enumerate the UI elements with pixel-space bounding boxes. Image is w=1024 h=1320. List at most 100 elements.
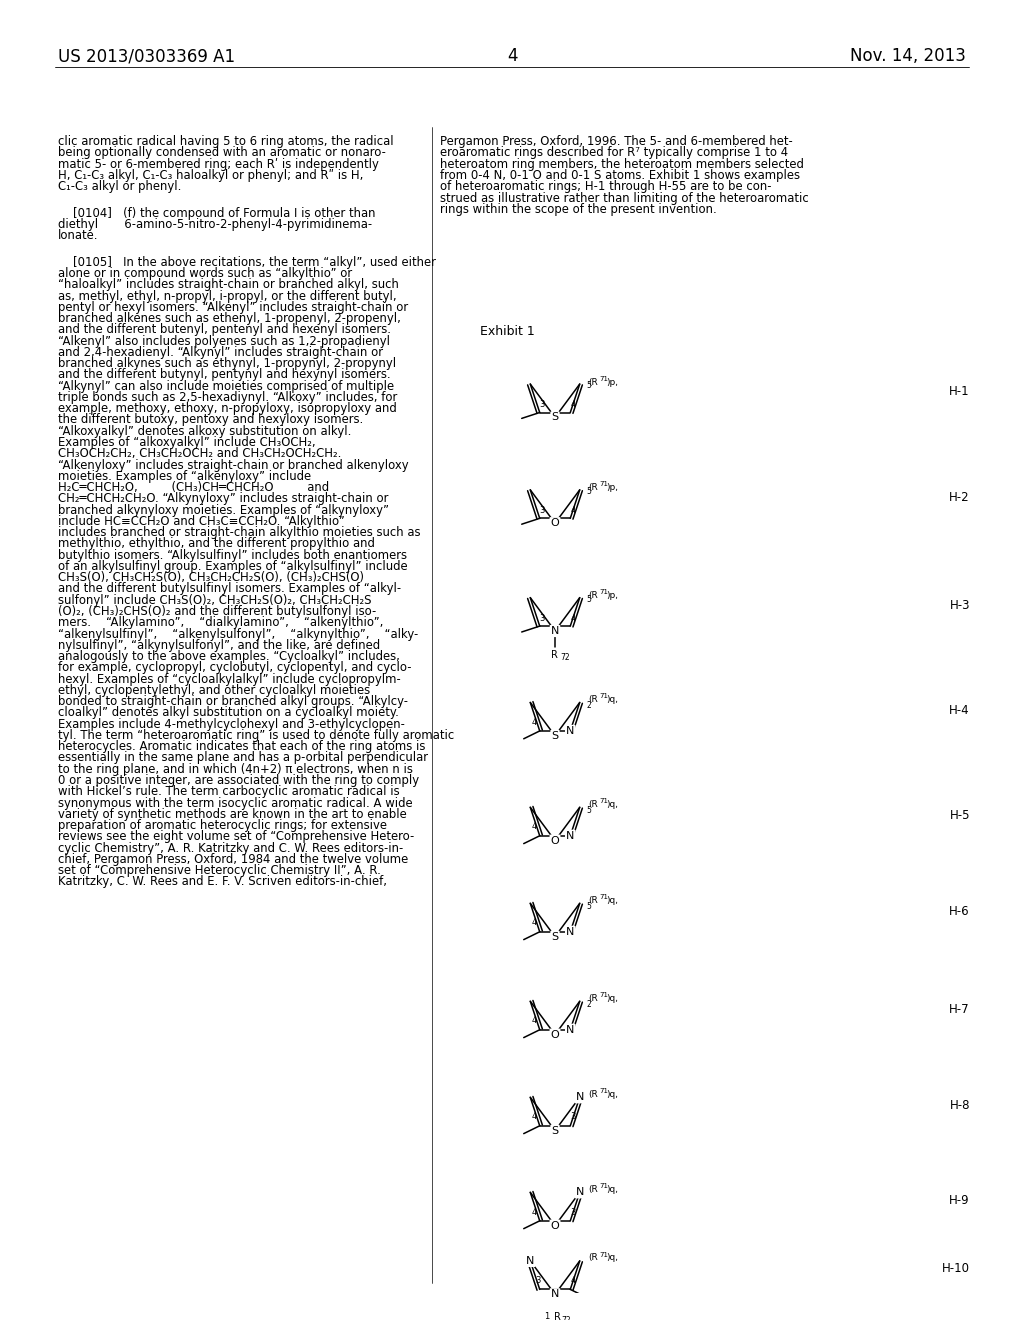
Text: 4: 4 [570,400,575,409]
Text: )p,: )p, [607,591,618,601]
Text: 71: 71 [600,589,608,595]
Text: set of “Comprehensive Heterocyclic Chemistry II”, A. R.: set of “Comprehensive Heterocyclic Chemi… [58,865,381,878]
Text: 72: 72 [561,1316,570,1320]
Text: cloalkyl” denotes alkyl substitution on a cycloalkyl moiety.: cloalkyl” denotes alkyl substitution on … [58,706,399,719]
Text: 3: 3 [570,1208,575,1217]
Text: rings within the scope of the present invention.: rings within the scope of the present in… [440,203,717,215]
Text: 4: 4 [532,1016,538,1026]
Text: Nov. 14, 2013: Nov. 14, 2013 [850,48,966,65]
Text: tyl. The term “heteroaromatic ring” is used to denote fully aromatic: tyl. The term “heteroaromatic ring” is u… [58,729,455,742]
Text: 4: 4 [532,822,538,832]
Text: (R: (R [589,696,598,704]
Text: 3: 3 [570,1113,575,1122]
Text: branched alkenes such as ethenyl, 1-propenyl, 2-propenyl,: branched alkenes such as ethenyl, 1-prop… [58,312,400,325]
Text: R: R [551,649,557,660]
Text: triple bonds such as 2,5-hexadiynyl. “Alkoxy” includes, for: triple bonds such as 2,5-hexadiynyl. “Al… [58,391,397,404]
Text: pentyl or hexyl isomers. “Alkenyl” includes straight-chain or: pentyl or hexyl isomers. “Alkenyl” inclu… [58,301,409,314]
Text: 4: 4 [532,919,538,928]
Text: (R: (R [589,800,598,809]
Text: 4: 4 [532,1208,538,1217]
Text: from 0-4 N, 0-1 O and 0-1 S atoms. Exhibit 1 shows examples: from 0-4 N, 0-1 O and 0-1 S atoms. Exhib… [440,169,800,182]
Text: (R: (R [589,378,598,387]
Text: H-2: H-2 [949,491,970,504]
Text: Examples include 4-methylcyclohexyl and 3-ethylcyclopen-: Examples include 4-methylcyclohexyl and … [58,718,404,731]
Text: branched alkynyloxy moieties. Examples of “alkynyloxy”: branched alkynyloxy moieties. Examples o… [58,504,389,516]
Text: H-6: H-6 [949,904,970,917]
Text: moieties. Examples of “alkenyloxy” include: moieties. Examples of “alkenyloxy” inclu… [58,470,311,483]
Text: hexyl. Examples of “cycloalkylalkyl” include cyclopropylm-: hexyl. Examples of “cycloalkylalkyl” inc… [58,673,400,685]
Text: R: R [554,1312,561,1320]
Text: H₂C═CHCH₂O,         (CH₃)CH═CHCH₂O         and: H₂C═CHCH₂O, (CH₃)CH═CHCH₂O and [58,480,329,494]
Text: of heteroaromatic rings; H-1 through H-55 are to be con-: of heteroaromatic rings; H-1 through H-5… [440,181,771,193]
Text: 2: 2 [587,999,592,1008]
Text: Examples of “alkoxyalkyl” include CH₃OCH₂,: Examples of “alkoxyalkyl” include CH₃OCH… [58,436,315,449]
Text: being optionally condensed with an aromatic or nonaro-: being optionally condensed with an aroma… [58,147,386,160]
Text: sulfonyl” include CH₃S(O)₂, CH₃CH₂S(O)₂, CH₃CH₂CH₂S: sulfonyl” include CH₃S(O)₂, CH₃CH₂S(O)₂,… [58,594,372,607]
Text: N: N [566,726,574,737]
Text: synonymous with the term isocyclic aromatic radical. A wide: synonymous with the term isocyclic aroma… [58,796,413,809]
Text: chief, Pergamon Press, Oxford, 1984 and the twelve volume: chief, Pergamon Press, Oxford, 1984 and … [58,853,409,866]
Text: CH₂═CHCH₂CH₂O. “Alkynyloxy” includes straight-chain or: CH₂═CHCH₂CH₂O. “Alkynyloxy” includes str… [58,492,388,506]
Text: 71: 71 [600,797,608,804]
Text: H-8: H-8 [949,1098,970,1111]
Text: N: N [575,1188,584,1197]
Text: include HC≡CCH₂O and CH₃C≡CCH₂O. “Alkylthio”: include HC≡CCH₂O and CH₃C≡CCH₂O. “Alkylt… [58,515,345,528]
Text: and the different butynyl, pentynyl and hexynyl isomers.: and the different butynyl, pentynyl and … [58,368,390,381]
Text: O: O [551,836,559,846]
Text: 5: 5 [587,902,592,911]
Text: 3: 3 [535,1276,541,1286]
Text: US 2013/0303369 A1: US 2013/0303369 A1 [58,48,236,65]
Text: (R: (R [589,1254,598,1262]
Text: 71: 71 [600,1183,608,1189]
Text: and the different butenyl, pentenyl and hexenyl isomers.: and the different butenyl, pentenyl and … [58,323,391,337]
Text: variety of synthetic methods are known in the art to enable: variety of synthetic methods are known i… [58,808,407,821]
Text: H, C₁-C₃ alkyl, C₁-C₃ haloalkyl or phenyl; and Rʺ is H,: H, C₁-C₃ alkyl, C₁-C₃ haloalkyl or pheny… [58,169,364,182]
Text: (R: (R [589,591,598,601]
Text: )q,: )q, [607,994,618,1003]
Text: for example, cyclopropyl, cyclobutyl, cyclopentyl, and cyclo-: for example, cyclopropyl, cyclobutyl, cy… [58,661,412,675]
Text: Pergamon Press, Oxford, 1996. The 5- and 6-membered het-: Pergamon Press, Oxford, 1996. The 5- and… [440,135,793,148]
Text: clic aromatic radical having 5 to 6 ring atoms, the radical: clic aromatic radical having 5 to 6 ring… [58,135,393,148]
Text: H-9: H-9 [949,1193,970,1206]
Text: “Alkynyl” can also include moieties comprised of multiple: “Alkynyl” can also include moieties comp… [58,380,394,392]
Text: “Alkoxyalkyl” denotes alkoxy substitution on alkyl.: “Alkoxyalkyl” denotes alkoxy substitutio… [58,425,351,438]
Text: of an alkylsulfinyl group. Examples of “alkylsulfinyl” include: of an alkylsulfinyl group. Examples of “… [58,560,408,573]
Text: “alkenylsulfinyl”,    “alkenylsulfonyl”,    “alkynylthio”,    “alky-: “alkenylsulfinyl”, “alkenylsulfonyl”, “a… [58,627,418,640]
Text: 71: 71 [600,482,608,487]
Text: )q,: )q, [607,1090,618,1098]
Text: 71: 71 [600,376,608,381]
Text: “Alkenyloxy” includes straight-chain or branched alkenyloxy: “Alkenyloxy” includes straight-chain or … [58,458,409,471]
Text: C₁-C₃ alkyl or phenyl.: C₁-C₃ alkyl or phenyl. [58,181,181,193]
Text: 4: 4 [507,48,517,65]
Text: with Hickel’s rule. The term carbocyclic aromatic radical is: with Hickel’s rule. The term carbocyclic… [58,785,399,799]
Text: 3: 3 [539,614,545,623]
Text: H-4: H-4 [949,704,970,717]
Text: N: N [566,1024,574,1035]
Text: Katritzky, C. W. Rees and E. F. V. Scriven editors-in-chief,: Katritzky, C. W. Rees and E. F. V. Scriv… [58,875,387,888]
Text: diethyl       6-amino-5-nitro-2-phenyl-4-pyrimidinema-: diethyl 6-amino-5-nitro-2-phenyl-4-pyrim… [58,218,372,231]
Text: O: O [551,1221,559,1230]
Text: 3: 3 [539,506,545,515]
Text: 4: 4 [570,614,575,623]
Text: N: N [575,1093,584,1102]
Text: 5: 5 [587,487,592,496]
Text: analogously to the above examples. “Cycloalkyl” includes,: analogously to the above examples. “Cycl… [58,649,400,663]
Text: N: N [566,830,574,841]
Text: S: S [552,731,558,741]
Text: )q,: )q, [607,1254,618,1262]
Text: 5: 5 [587,805,592,814]
Text: 3: 3 [539,400,545,409]
Text: N: N [526,1255,535,1266]
Text: [0105]   In the above recitations, the term “alkyl”, used either: [0105] In the above recitations, the ter… [58,256,436,269]
Text: S: S [552,412,558,422]
Text: Exhibit 1: Exhibit 1 [480,325,535,338]
Text: O: O [551,519,559,528]
Text: (R: (R [589,1090,598,1098]
Text: 4: 4 [570,506,575,515]
Text: H-1: H-1 [949,385,970,399]
Text: CH₃S(O), CH₃CH₂S(O), CH₃CH₂CH₂S(O), (CH₃)₂CHS(O): CH₃S(O), CH₃CH₂S(O), CH₃CH₂CH₂S(O), (CH₃… [58,572,364,585]
Text: as, methyl, ethyl, n-propyl, i-propyl, or the different butyl,: as, methyl, ethyl, n-propyl, i-propyl, o… [58,289,396,302]
Text: branched alkynes such as ethynyl, 1-propynyl, 2-propynyl: branched alkynes such as ethynyl, 1-prop… [58,358,396,370]
Text: 4: 4 [570,1276,575,1286]
Text: butylthio isomers. “Alkylsulfinyl” includes both enantiomers: butylthio isomers. “Alkylsulfinyl” inclu… [58,549,407,562]
